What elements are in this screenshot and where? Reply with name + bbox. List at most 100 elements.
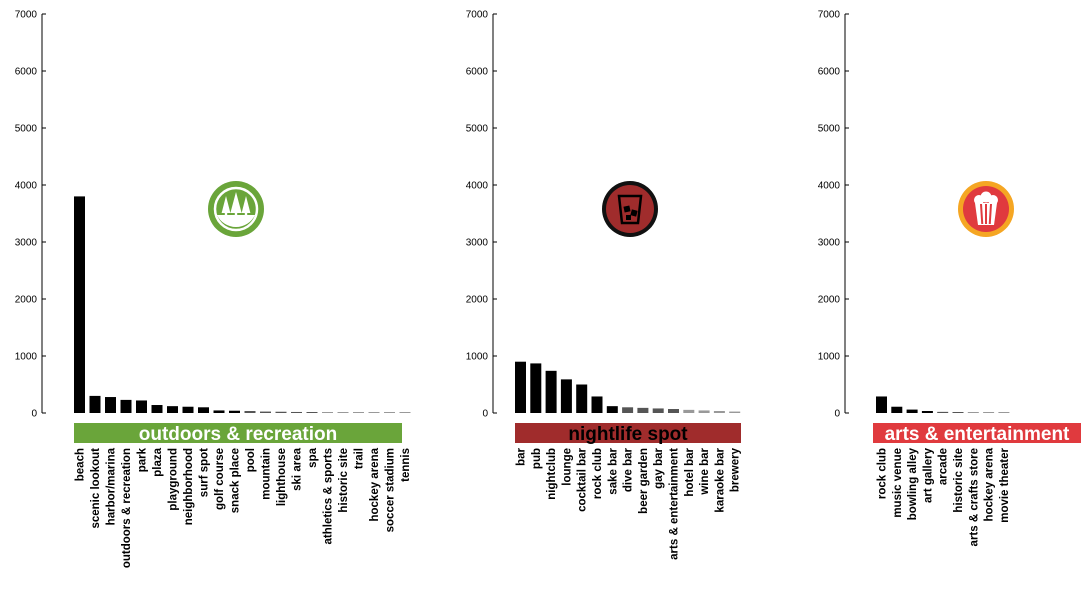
y-tick-label: 2000: [818, 295, 841, 306]
category-label: arts & crafts store: [968, 448, 980, 546]
y-tick-label: 3000: [466, 238, 489, 249]
chart-panel-2: 0 1000 2000 3000 4000 5000 6000 7000 nightlife s…: [466, 10, 742, 560]
category-label: lighthouse: [276, 448, 288, 506]
category-label: movie theater: [999, 447, 1011, 522]
bar: [151, 405, 163, 413]
category-label: plaza: [152, 447, 164, 476]
chart-panel-3: 0 1000 2000 3000 4000 5000 6000 7000 arts & ente…: [818, 10, 1081, 546]
category-banner: [74, 423, 402, 443]
bar: [260, 411, 271, 413]
y-tick-label: 7000: [466, 10, 489, 21]
category-label: beer garden: [638, 448, 650, 514]
category-label: cocktail bar: [577, 447, 589, 511]
bar: [652, 408, 664, 413]
bar: [399, 412, 411, 413]
category-label: bar: [516, 447, 528, 465]
category-label: surf spot: [199, 448, 211, 497]
y-tick-label: 6000: [466, 67, 489, 78]
y-tick-label: 2000: [466, 295, 489, 306]
category-label: beach: [75, 448, 87, 481]
category-label: historic site: [953, 448, 965, 513]
category-label: soccer stadium: [385, 448, 397, 532]
category-banner-title: outdoors & recreation: [139, 424, 337, 445]
y-tick-label: 4000: [466, 181, 489, 192]
bar: [576, 384, 588, 413]
category-label: arcade: [938, 448, 950, 485]
category-label: wine bar: [699, 447, 711, 495]
bar: [952, 412, 964, 413]
cocktail-glass-icon: [602, 181, 658, 237]
category-label: athletics & sports: [323, 448, 335, 545]
y-tick-label: 4000: [818, 181, 841, 192]
category-label: sake bar: [607, 447, 619, 494]
category-label: dive bar: [623, 447, 635, 492]
bar: [368, 412, 380, 413]
bar: [937, 411, 949, 413]
bar: [353, 412, 364, 413]
bar: [698, 410, 710, 413]
y-tick-label: 7000: [15, 10, 38, 21]
y-tick-label: 6000: [818, 67, 841, 78]
bar: [713, 411, 725, 413]
category-label: music venue: [892, 448, 904, 518]
y-tick-label: 6000: [15, 67, 38, 78]
category-label: rock club: [592, 448, 604, 499]
category-banner-title: nightlife spot: [568, 424, 688, 445]
category-label: bowling alley: [907, 447, 919, 520]
category-label: park: [137, 447, 149, 472]
chart-panel-1: 0 1000 2000 3000 4000 5000 6000 7000 outdoors & …: [15, 10, 412, 569]
y-tick-label: 5000: [818, 124, 841, 135]
category-label: golf course: [214, 448, 226, 510]
bar: [530, 363, 542, 413]
y-tick-label: 0: [31, 409, 37, 420]
category-label: arts & entertainment: [669, 448, 681, 560]
y-tick-label: 1000: [466, 352, 489, 363]
category-label: rock club: [877, 448, 889, 499]
bar: [74, 196, 85, 413]
y-tick-label: 7000: [818, 10, 841, 21]
bar: [213, 410, 225, 413]
bar: [683, 409, 695, 413]
category-label: scenic lookout: [90, 448, 102, 529]
bar: [606, 406, 618, 413]
bar: [105, 397, 116, 413]
bar: [921, 411, 933, 413]
bar: [906, 409, 918, 413]
category-label: brewery: [730, 447, 742, 492]
bar: [967, 412, 979, 413]
category-label: neighborhood: [183, 448, 195, 525]
category-label: pub: [531, 448, 543, 469]
bar: [337, 412, 349, 413]
category-label: gay bar: [653, 447, 665, 488]
category-label: playground: [168, 448, 180, 511]
category-label: snack place: [230, 448, 242, 513]
bar: [306, 412, 318, 413]
bar: [622, 407, 634, 413]
bar: [729, 411, 741, 413]
popcorn-icon: [958, 181, 1014, 237]
bar: [136, 400, 147, 413]
y-tick-label: 1000: [818, 352, 841, 363]
trees-icon: [208, 181, 264, 237]
bar: [322, 412, 333, 413]
bar: [998, 412, 1010, 413]
bar: [637, 407, 649, 413]
category-label: hockey arena: [369, 447, 381, 521]
bar: [275, 411, 287, 413]
bar: [591, 396, 603, 413]
bar: [545, 370, 557, 413]
bar: [876, 396, 887, 413]
bar: [120, 399, 132, 413]
category-label: art gallery: [922, 447, 934, 503]
category-label: outdoors & recreation: [121, 448, 133, 568]
bar: [291, 411, 302, 413]
y-tick-label: 3000: [818, 238, 841, 249]
category-label: trail: [354, 448, 366, 469]
bar: [229, 410, 240, 413]
category-banner-title: arts & entertainment: [885, 424, 1070, 445]
category-label: historic site: [338, 448, 350, 513]
y-tick-label: 0: [482, 409, 488, 420]
y-tick-label: 1000: [15, 352, 38, 363]
category-label: tennis: [400, 448, 412, 482]
